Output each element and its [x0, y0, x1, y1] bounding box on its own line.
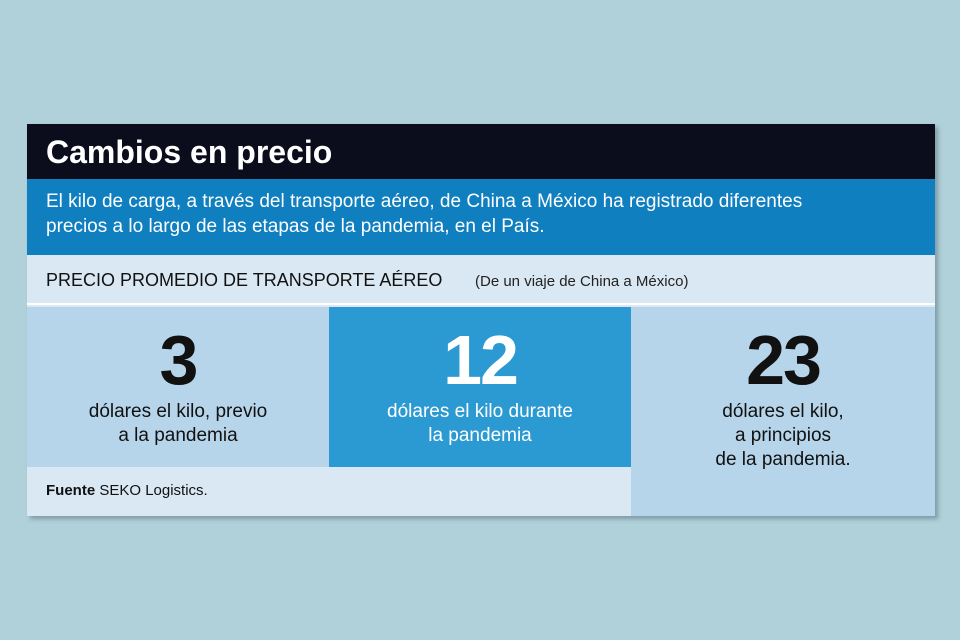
caption-line: de la pandemia. [715, 449, 851, 470]
subtitle-note: (De un viaje de China a México) [475, 273, 689, 290]
subtitle-bar: PRECIO PROMEDIO DE TRANSPORTE AÉREO (De … [27, 255, 935, 305]
price-panel-before: 3 dólares el kilo, previo a la pandemia [27, 307, 329, 467]
infographic-card: Cambios en precio El kilo de carga, a tr… [27, 124, 935, 516]
source-label: Fuente [46, 482, 96, 499]
price-value: 23 [746, 321, 822, 399]
source-bar: Fuente SEKO Logistics. [27, 467, 631, 516]
caption-line: a la pandemia [118, 425, 238, 446]
caption-line: dólares el kilo, [722, 401, 844, 422]
source-text: Fuente SEKO Logistics. [46, 482, 208, 499]
description-line-2: precios a lo largo de las etapas de la p… [46, 216, 545, 237]
description-bar: El kilo de carga, a través del transport… [27, 179, 935, 255]
price-caption: dólares el kilo durante la pandemia [329, 400, 631, 448]
caption-line: dólares el kilo durante [387, 401, 573, 422]
description-line-1: El kilo de carga, a través del transport… [46, 191, 803, 212]
caption-line: a principios [734, 425, 832, 446]
price-caption: dólares el kilo, a principios de la pand… [631, 400, 935, 472]
description: El kilo de carga, a través del transport… [46, 189, 916, 239]
price-panel-start: 23 dólares el kilo, a principios de la p… [631, 307, 935, 516]
infographic-title: Cambios en precio [46, 134, 333, 170]
title-bar: Cambios en precio [27, 124, 935, 179]
caption-line: la pandemia [428, 425, 532, 446]
price-panel-during: 12 dólares el kilo durante la pandemia [329, 307, 631, 467]
price-value: 12 [443, 321, 519, 399]
price-value: 3 [159, 321, 199, 399]
price-caption: dólares el kilo, previo a la pandemia [27, 400, 329, 448]
caption-line: dólares el kilo, previo [88, 401, 268, 422]
source-value: SEKO Logistics. [99, 482, 208, 499]
subtitle: PRECIO PROMEDIO DE TRANSPORTE AÉREO [46, 270, 443, 290]
